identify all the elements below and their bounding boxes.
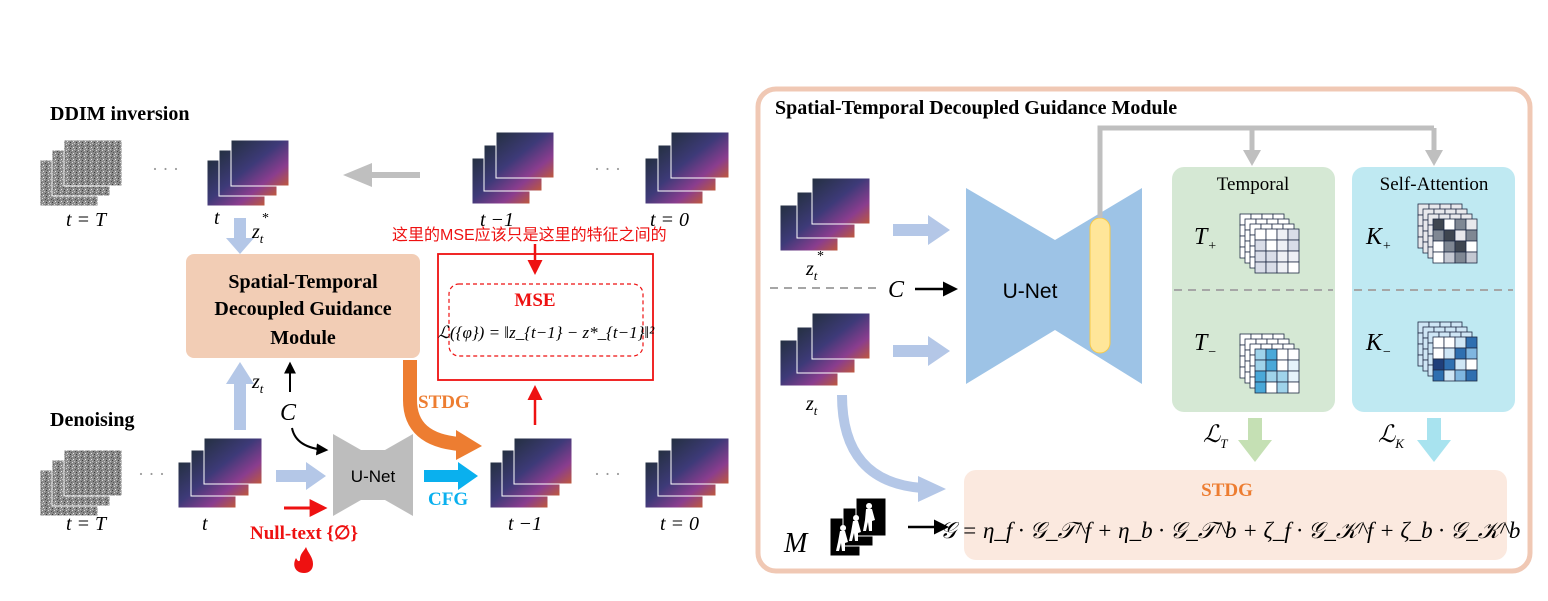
module-line-1: Spatial-Temporal	[228, 271, 378, 293]
dots-top-right: · · ·	[594, 159, 621, 179]
connector-head-temporal	[1243, 150, 1261, 166]
zt-to-stdg-arrow-head	[918, 476, 946, 502]
unet-right-label: U-Net	[1003, 280, 1058, 303]
frame-stack-bottom-t-0	[644, 437, 730, 509]
null-text-label: Null-text {∅}	[250, 523, 358, 544]
inversion-label: DDIM inversion	[50, 103, 189, 125]
right-panel-border	[755, 86, 1533, 574]
loss-temporal-arrow	[1238, 418, 1272, 462]
label-z-t-star-right-mark: *	[817, 249, 824, 264]
cfg-label: CFG	[428, 489, 468, 510]
mse-outer-box	[437, 253, 654, 381]
arrow-right-bottom	[893, 336, 950, 366]
label-c-right: C	[888, 277, 905, 303]
inversion-arrow	[343, 163, 420, 187]
connector-head-attention	[1425, 150, 1443, 166]
temporal-minus-label: T−	[1194, 330, 1217, 360]
arrow-right-top	[893, 215, 950, 245]
label-t-T-bottom: t = T	[66, 513, 108, 535]
frame-stack-bottom-t-minus-1	[489, 437, 573, 509]
loss-attention-arrow	[1417, 418, 1451, 462]
loss-temporal-label: ℒT	[1203, 422, 1228, 451]
label-z-t-star-right: zt	[805, 258, 818, 283]
arrow-c-to-unet	[291, 427, 329, 456]
label-t-minus-1-bottom: t −1	[508, 513, 542, 535]
label-t-top: t	[214, 207, 220, 229]
label-t-minus-1-top: t −1	[480, 209, 514, 231]
label-c-left: C	[280, 400, 297, 426]
attention-minus-label: K−	[1365, 330, 1391, 360]
frame-stack-right-top	[779, 177, 871, 252]
stdg-formula: 𝒢 = η_f · 𝒢_𝒯^f + η_b · 𝒢_𝒯^b + ζ_f · 𝒢_…	[940, 518, 1521, 543]
stdg-label-right: STDG	[1201, 480, 1253, 501]
mask-symbol: M	[783, 528, 809, 559]
unet-left-label: U-Net	[351, 467, 396, 486]
mse-inner-box	[448, 283, 644, 357]
stdg-module-box	[186, 254, 420, 358]
label-z-t-right: zt	[805, 393, 818, 418]
noise-stack-bottom	[39, 449, 123, 517]
loss-attention-label: ℒK	[1378, 422, 1405, 451]
annotation-text: 这里的MSE应该只是这里的特征之间的	[392, 225, 667, 244]
frame-stack-top-t-minus-1	[471, 131, 555, 205]
flame-icon	[294, 547, 313, 573]
right-panel-title: Spatial-Temporal Decoupled Guidance Modu…	[775, 97, 1177, 119]
dots-bottom-right: · · ·	[594, 464, 621, 484]
zt-to-stdg-arrow	[837, 394, 923, 493]
stdg-orange-arrow	[403, 360, 461, 451]
feature-bar	[1089, 217, 1111, 354]
stdg-label-left: STDG	[418, 392, 470, 413]
attention-title: Self-Attention	[1380, 174, 1489, 195]
grid-temporal-minus	[1239, 333, 1300, 394]
temporal-title: Temporal	[1217, 174, 1290, 195]
arrow-up-z-t	[226, 362, 254, 430]
module-line-3: Module	[270, 327, 336, 349]
connector-lines	[1097, 125, 1437, 218]
label-z-t-star-mark: *	[262, 211, 269, 226]
dots-top-left: · · ·	[152, 159, 179, 179]
grid-attention-minus	[1417, 321, 1478, 382]
arrow-into-unet	[276, 462, 326, 490]
cfg-arrow	[424, 462, 478, 490]
frame-stack-top-t-0	[644, 131, 730, 205]
frame-stack-bottom-t	[177, 437, 263, 509]
dots-bottom-left: · · ·	[138, 464, 165, 484]
frame-stack-right-bottom	[779, 312, 871, 387]
label-t-0-top: t = 0	[650, 209, 689, 231]
noise-stack-top	[39, 139, 123, 207]
temporal-plus-label: T+	[1194, 224, 1217, 254]
label-t-T-top: t = T	[66, 209, 108, 231]
arrow-into-module	[226, 218, 254, 254]
attention-plus-label: K+	[1365, 224, 1391, 254]
stdg-orange-arrow-head	[456, 430, 482, 460]
unet-left-shape	[333, 434, 413, 516]
module-line-2: Decoupled Guidance	[214, 298, 391, 320]
label-z-t-left: zt	[251, 371, 264, 396]
mse-label: MSE	[514, 290, 555, 311]
frame-stack-top-t	[206, 139, 290, 207]
grid-temporal-plus	[1239, 213, 1300, 274]
denoising-label: Denoising	[50, 409, 134, 431]
mask-stack	[829, 497, 887, 557]
label-z-t-star: zt	[251, 221, 264, 246]
label-t-bottom: t	[202, 513, 208, 535]
grid-attention-plus	[1417, 203, 1478, 264]
mse-formula: ℒ({φ}) = ‖z_{t−1} − z*_{t−1}‖²	[438, 323, 655, 342]
label-t-0-bottom: t = 0	[660, 513, 699, 535]
stdg-formula-box	[964, 470, 1507, 560]
